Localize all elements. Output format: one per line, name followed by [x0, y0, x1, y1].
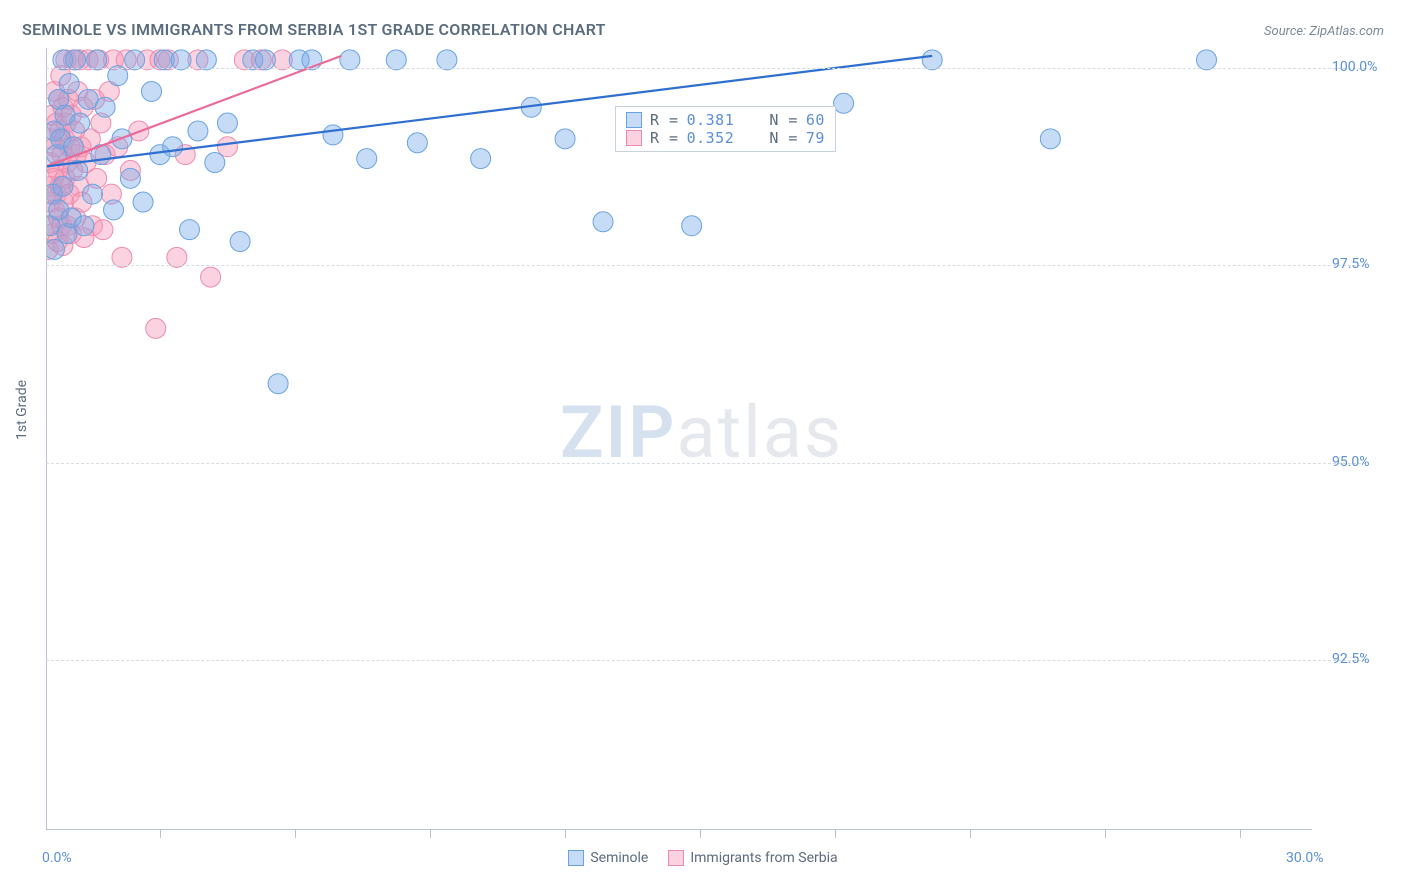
- stats-r-label-2: R =: [650, 129, 679, 147]
- stats-n-label-2: N =: [769, 129, 798, 147]
- stats-r-label: R =: [650, 111, 679, 129]
- swatch-serbia: [668, 850, 684, 866]
- ytick-label: 92.5%: [1332, 651, 1370, 667]
- chart-title: SEMINOLE VS IMMIGRANTS FROM SERBIA 1ST G…: [22, 20, 606, 39]
- ytick-label: 95.0%: [1332, 454, 1370, 470]
- ytick-label: 97.5%: [1332, 256, 1370, 272]
- gridline-h: [46, 68, 1366, 69]
- swatch-seminole-icon: [626, 112, 642, 128]
- xtick: [700, 830, 701, 838]
- xtick: [565, 830, 566, 838]
- stats-n-seminole: 60: [806, 111, 825, 129]
- stats-n-label: N =: [769, 111, 798, 129]
- legend-label-serbia: Immigrants from Serbia: [690, 850, 837, 866]
- xtick: [1105, 830, 1106, 838]
- swatch-serbia-icon: [626, 130, 642, 146]
- gridline-h: [46, 660, 1366, 661]
- stats-n-serbia: 79: [806, 129, 825, 147]
- xtick: [1240, 830, 1241, 838]
- legend-label-seminole: Seminole: [590, 850, 648, 866]
- xtick: [430, 830, 431, 838]
- xtick: [835, 830, 836, 838]
- stats-r-serbia: 0.352: [687, 129, 735, 147]
- gridline-h: [46, 265, 1366, 266]
- xtick: [295, 830, 296, 838]
- swatch-seminole: [568, 850, 584, 866]
- chart-source: Source: ZipAtlas.com: [1264, 24, 1384, 39]
- chart-frame: [46, 48, 1312, 830]
- gridline-h: [46, 463, 1366, 464]
- y-axis-label: 1st Grade: [14, 380, 30, 440]
- legend-item-serbia: Immigrants from Serbia: [668, 850, 837, 866]
- legend-item-seminole: Seminole: [568, 850, 648, 866]
- xtick: [970, 830, 971, 838]
- legend-bottom: Seminole Immigrants from Serbia: [0, 850, 1406, 866]
- xtick: [160, 830, 161, 838]
- stats-row-seminole: R = 0.381 N = 60: [626, 111, 825, 129]
- stats-row-serbia: R = 0.352 N = 79: [626, 129, 825, 147]
- xtick-label-right: 30.0%: [1286, 850, 1324, 866]
- stats-r-seminole: 0.381: [687, 111, 735, 129]
- chart-header: SEMINOLE VS IMMIGRANTS FROM SERBIA 1ST G…: [22, 20, 1384, 39]
- xtick-label-left: 0.0%: [42, 850, 72, 866]
- stats-box: R = 0.381 N = 60 R = 0.352 N = 79: [615, 106, 836, 152]
- ytick-label: 100.0%: [1332, 59, 1377, 75]
